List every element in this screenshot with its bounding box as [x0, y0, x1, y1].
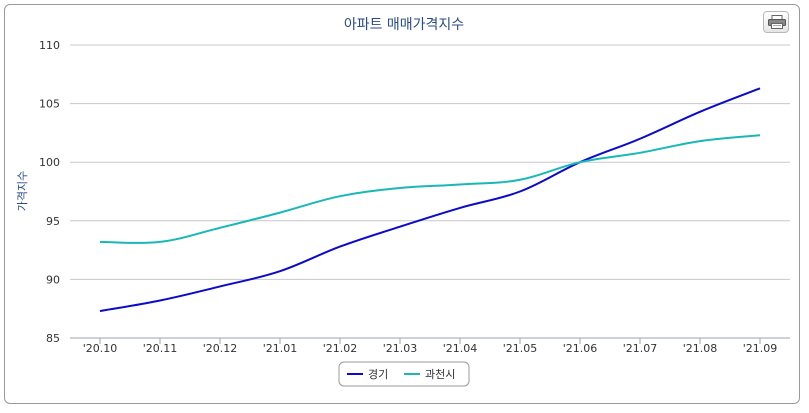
x-tick-label: '21.02 — [323, 342, 358, 355]
series-layer — [99, 87, 761, 313]
chart-title: 아파트 매매가격지수 — [344, 17, 464, 33]
y-tick-label: 85 — [46, 332, 60, 345]
y-tick-label: 95 — [46, 215, 60, 228]
y-axis-ticks: 85 90 95 100 105 110 — [39, 39, 60, 345]
x-tick-label: '21.03 — [383, 342, 418, 355]
legend-item-1[interactable]: 과천시 — [404, 367, 455, 381]
series-line-1[interactable] — [99, 134, 761, 245]
legend-item-0[interactable]: 경기 — [347, 368, 388, 381]
x-tick-label: '20.11 — [143, 342, 178, 355]
legend: 경기 과천시 — [338, 361, 470, 387]
x-tick-label: '21.08 — [683, 342, 718, 355]
x-tick-label: '21.01 — [263, 342, 298, 355]
x-tick-label: '21.04 — [443, 342, 478, 355]
print-button[interactable] — [763, 11, 789, 33]
legend-label: 과천시 — [425, 367, 455, 381]
x-tick-label: '20.10 — [83, 342, 118, 355]
y-tick-label: 100 — [39, 156, 60, 169]
x-tick-label: '20.12 — [203, 342, 238, 355]
grid-lines — [70, 44, 790, 280]
y-axis-label: 가격지수 — [16, 171, 29, 211]
chart-container — [4, 4, 800, 404]
x-tick-label: '21.06 — [563, 342, 598, 355]
series-line-0[interactable] — [99, 87, 761, 313]
legend-label: 경기 — [368, 368, 388, 381]
y-tick-label: 105 — [39, 98, 60, 111]
printer-icon — [768, 15, 786, 29]
y-tick-label: 110 — [39, 39, 60, 52]
x-axis: '20.10 '20.11 '20.12 '21.01 '21.02 '21.03 '21.… — [70, 337, 790, 355]
x-tick-label: '21.07 — [623, 342, 658, 355]
x-tick-label: '21.09 — [743, 342, 778, 355]
x-tick-label: '21.05 — [503, 342, 538, 355]
y-tick-label: 90 — [46, 273, 60, 286]
